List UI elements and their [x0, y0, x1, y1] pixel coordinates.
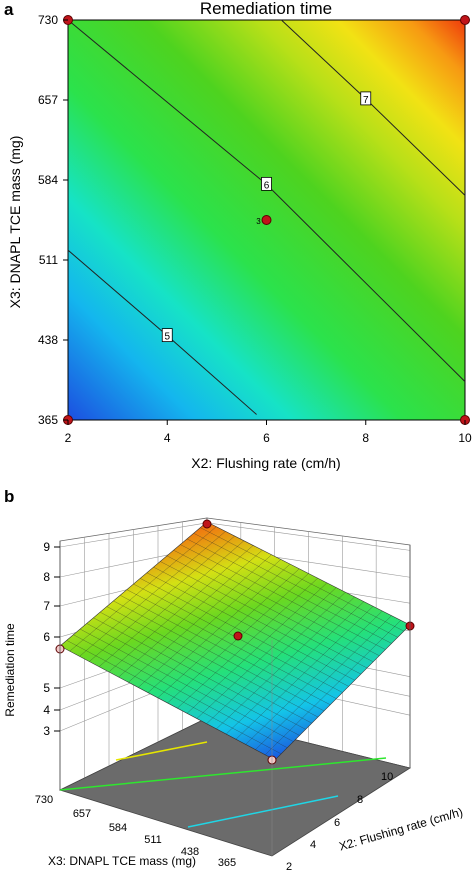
floor-contours	[59, 741, 387, 828]
panel-a-label: a	[4, 0, 14, 19]
x-axis-label: X2: Flushing rate (cm/h)	[191, 455, 340, 471]
x-tick-label: 10	[458, 431, 472, 445]
z-tick-label: 9	[43, 540, 50, 554]
mass-axis-label: X3: DNAPL TCE mass (mg)	[48, 854, 196, 868]
mass-tick-label: 730	[35, 794, 53, 806]
rate-axis-label: X2: Flushing rate (cm/h)	[337, 805, 464, 854]
design-point	[261, 215, 272, 225]
z-tick-label: 3	[43, 724, 50, 738]
contour-label: 5	[164, 332, 170, 343]
design-point-count: 3	[256, 217, 261, 226]
mass-axis-ticks: 730 657 584 511 438 365	[35, 794, 236, 869]
y-tick-label: 657	[38, 93, 58, 107]
design-point	[460, 15, 470, 25]
floor-contour-6	[59, 757, 387, 791]
surface-design-point	[202, 519, 212, 529]
panel-b-label: b	[4, 487, 14, 506]
x-tick-label: 4	[164, 431, 171, 445]
contour-label-box	[161, 328, 173, 343]
surface-mesh	[66, 526, 404, 755]
y-tick-label: 584	[38, 173, 58, 187]
y-axis-ticks: 365 438 511 584 657 730	[38, 13, 68, 427]
z-tick-label: 7	[43, 599, 50, 613]
contour-label: 6	[264, 180, 270, 191]
rate-tick-label: 8	[357, 794, 363, 806]
x-tick-label: 2	[65, 431, 72, 445]
surface-design-points	[55, 519, 415, 765]
mass-tick-label: 657	[73, 808, 91, 820]
z-tick-label: 8	[43, 570, 50, 584]
contour-plot: 5 6 7 3	[63, 15, 470, 425]
rate-tick-label: 4	[310, 839, 316, 851]
rate-tick-label: 10	[381, 771, 393, 783]
contour-label-box	[360, 91, 372, 106]
x-tick-label: 8	[362, 431, 369, 445]
y-axis-label: X3: DNAPL TCE mass (mg)	[7, 136, 23, 309]
surface-design-point	[233, 631, 243, 641]
floor-contour-5	[187, 795, 339, 828]
mass-tick-label: 511	[144, 834, 162, 846]
z-axis-label: Remediation time	[3, 623, 17, 717]
z-axis-ticks: 3 4 5 6 7 8 9	[43, 540, 60, 738]
z-tick-label: 4	[43, 703, 50, 717]
mass-tick-label: 584	[109, 822, 127, 834]
y-tick-label: 511	[39, 253, 58, 267]
3d-box	[55, 517, 415, 857]
rate-tick-label: 6	[334, 817, 340, 829]
y-tick-label: 438	[38, 333, 58, 347]
y-tick-label: 730	[38, 13, 58, 27]
z-tick-label: 6	[43, 630, 50, 644]
panel-a-title: Remediation time	[200, 0, 332, 18]
mass-tick-label: 365	[218, 857, 236, 869]
z-tick-label: 5	[43, 681, 50, 695]
x-tick-label: 6	[263, 431, 270, 445]
mass-tick-label: 438	[181, 846, 199, 858]
rate-axis-ticks: 2 4 6 8 10	[286, 771, 393, 873]
contour-lines: 5 6 7	[67, 19, 466, 415]
x-axis-ticks: 2 4 6 8 10	[65, 420, 472, 445]
contour-label: 7	[363, 95, 369, 106]
contour-label-box	[261, 176, 272, 191]
rate-tick-label: 2	[286, 861, 292, 873]
floor-contour-7	[115, 741, 208, 761]
y-tick-label: 365	[38, 413, 58, 427]
